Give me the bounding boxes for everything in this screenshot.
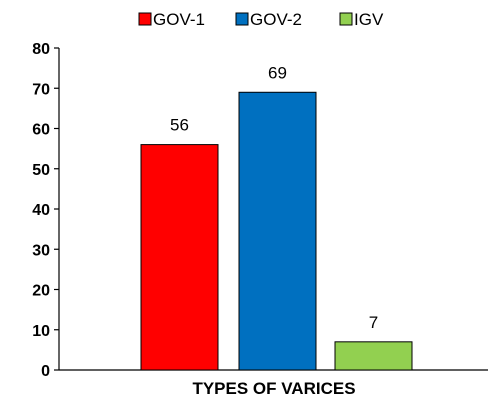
y-axis: 0 10 20 30 40 50 60 70 80 <box>32 41 488 380</box>
x-axis-label: TYPES OF VARICES <box>192 379 355 398</box>
bar-igv <box>334 341 413 371</box>
bar-gov-1 <box>140 144 219 371</box>
y-tick-label: 20 <box>32 283 50 300</box>
y-tick-label: 50 <box>32 162 50 179</box>
data-label-gov-2: 69 <box>268 63 287 82</box>
legend: GOV-1 GOV-2 IGV <box>138 10 384 29</box>
bar-gov-2 <box>238 91 317 371</box>
legend-label-igv: IGV <box>354 10 384 29</box>
data-labels: 56 69 7 <box>170 63 378 332</box>
legend-label-gov-1: GOV-1 <box>153 10 205 29</box>
y-tick-label: 0 <box>41 363 50 380</box>
y-tick-label: 80 <box>32 41 50 58</box>
legend-label-gov-2: GOV-2 <box>250 10 302 29</box>
legend-swatch-gov-2 <box>235 12 249 26</box>
legend-swatch-gov-1 <box>138 12 152 26</box>
y-tick-label: 30 <box>32 242 50 259</box>
y-tick-label: 70 <box>32 81 50 98</box>
data-label-gov-1: 56 <box>170 116 189 135</box>
y-tick-label: 60 <box>32 122 50 139</box>
bars <box>140 91 413 371</box>
y-tick-label: 10 <box>32 323 50 340</box>
legend-swatch-igv <box>339 12 353 26</box>
data-label-igv: 7 <box>369 313 378 332</box>
y-tick-label: 40 <box>32 202 50 219</box>
